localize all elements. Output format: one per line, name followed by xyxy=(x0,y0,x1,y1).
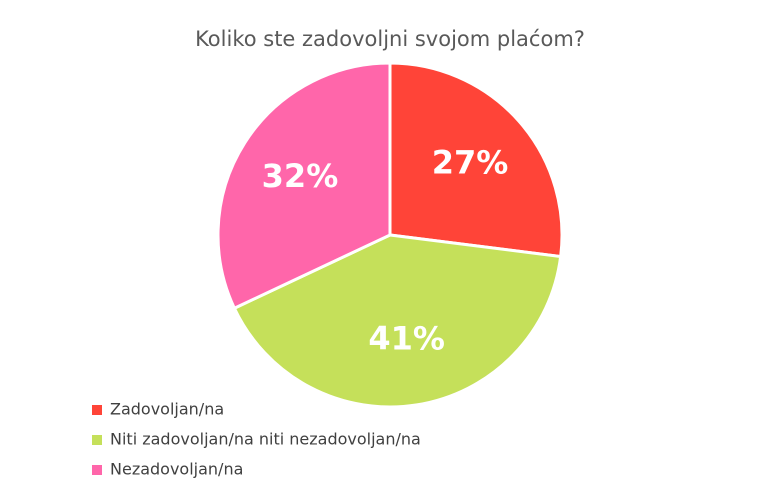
legend-label: Niti zadovoljan/na niti nezadovoljan/na xyxy=(110,430,421,449)
legend-label: Nezadovoljan/na xyxy=(110,460,243,479)
data-label: 32% xyxy=(262,157,339,195)
data-label: 41% xyxy=(368,319,445,357)
legend-swatch xyxy=(92,405,102,415)
chart-title: Koliko ste zadovoljni svojom plaćom? xyxy=(195,27,585,51)
legend-label: Zadovoljan/na xyxy=(110,400,224,419)
legend-swatch xyxy=(92,435,102,445)
pie-slice xyxy=(388,61,564,259)
data-label: 27% xyxy=(432,143,509,181)
pie-slice xyxy=(216,61,392,311)
pie-slice xyxy=(232,233,563,409)
legend-swatch xyxy=(92,465,102,475)
